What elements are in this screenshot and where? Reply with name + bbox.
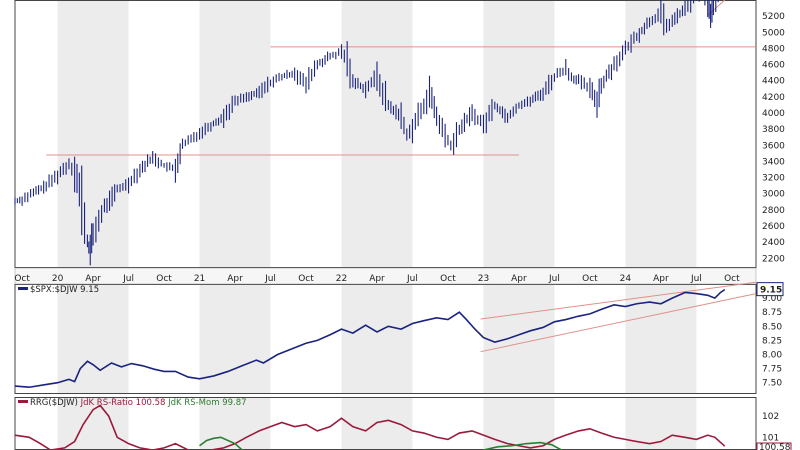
x-tick-label: Apr bbox=[369, 274, 385, 284]
x-tick-label: 24 bbox=[620, 274, 632, 284]
rrg-value-label: 100.58 bbox=[759, 443, 791, 450]
y-tick-label: 4000 bbox=[762, 109, 785, 119]
shade-band bbox=[57, 397, 129, 450]
y-tick-label: 8.25 bbox=[762, 336, 782, 346]
y-tick-label: 3200 bbox=[762, 174, 785, 184]
shade-band bbox=[341, 397, 413, 450]
x-tick-label: 20 bbox=[52, 274, 64, 284]
y-tick-label: 3400 bbox=[762, 157, 785, 167]
x-tick-label: 21 bbox=[194, 274, 205, 284]
x-tick-label: 22 bbox=[336, 274, 347, 284]
y-tick-label: 7.50 bbox=[762, 379, 782, 389]
y-tick-label: 8.75 bbox=[762, 308, 782, 318]
panel-ratio-frame bbox=[14, 284, 757, 394]
ratio-value-label: 9.15 bbox=[760, 286, 782, 296]
rrg-legend-label: RRG($DJW) JdK RS-Ratio 100.58 JdK RS-Mom… bbox=[30, 398, 247, 408]
y-tick-label: 102 bbox=[762, 412, 779, 422]
ratio-trend-line bbox=[480, 293, 757, 353]
rs-momentum-line bbox=[199, 436, 243, 450]
ratio-trend-line bbox=[480, 281, 757, 320]
y-tick-label: 7.75 bbox=[762, 365, 782, 375]
rs-momentum-line bbox=[483, 441, 562, 450]
shade-band bbox=[341, 284, 413, 394]
shade-band bbox=[483, 284, 555, 394]
y-tick-label: 8.50 bbox=[762, 322, 782, 332]
rs-ratio-line bbox=[14, 404, 726, 450]
x-tick-label: Apr bbox=[85, 274, 101, 284]
shade-band bbox=[341, 0, 413, 268]
rrg-value-tag bbox=[756, 442, 792, 450]
rrg-legend-swatch bbox=[18, 400, 28, 403]
x-tick-label: Jul bbox=[264, 274, 276, 284]
shade-band bbox=[625, 284, 697, 394]
y-tick-label: 101 bbox=[762, 433, 779, 443]
x-tick-label: Apr bbox=[227, 274, 243, 284]
x-axis-strip bbox=[14, 267, 757, 285]
shade-band bbox=[199, 284, 271, 394]
rrg-legend-prefix: RRG($DJW) bbox=[30, 398, 81, 408]
x-tick-label: Oct bbox=[582, 274, 598, 284]
y-tick-label: 2600 bbox=[762, 222, 785, 232]
x-tick-label: Apr bbox=[511, 274, 527, 284]
x-tick-label: Oct bbox=[156, 274, 172, 284]
shade-band bbox=[483, 0, 555, 268]
y-tick-label: 2400 bbox=[762, 238, 785, 248]
y-tick-label: 3600 bbox=[762, 141, 785, 151]
x-tick-label: 23 bbox=[478, 274, 489, 284]
y-tick-label: 2200 bbox=[762, 254, 785, 264]
x-tick-label: Jul bbox=[690, 274, 702, 284]
x-tick-label: Jul bbox=[406, 274, 418, 284]
y-tick-label: 5000 bbox=[762, 28, 785, 38]
x-tick-label: Jul bbox=[548, 274, 560, 284]
price-bars bbox=[14, 0, 719, 266]
x-tick-label: Oct bbox=[440, 274, 456, 284]
shade-band bbox=[57, 284, 129, 394]
y-tick-label: 9.00 bbox=[762, 294, 782, 304]
rrg-legend-ratio: JdK RS-Ratio 100.58 bbox=[80, 398, 169, 408]
y-tick-label: 5200 bbox=[762, 12, 785, 22]
y-tick-label: 4600 bbox=[762, 61, 785, 71]
y-tick-label: 3000 bbox=[762, 190, 785, 200]
price-axis-cap bbox=[758, 0, 800, 4]
shade-band bbox=[625, 0, 697, 268]
x-tick-label: Jul bbox=[122, 274, 134, 284]
y-tick-label: 2800 bbox=[762, 206, 785, 216]
shade-band bbox=[199, 0, 271, 268]
x-tick-label: Oct bbox=[298, 274, 314, 284]
y-tick-label: 3800 bbox=[762, 125, 785, 135]
ratio-legend-swatch bbox=[18, 287, 28, 290]
ratio-legend-label: $SPX:$DJW 9.15 bbox=[30, 285, 99, 295]
ratio-value-tag bbox=[756, 282, 784, 297]
x-tick-label: Oct bbox=[14, 274, 30, 284]
panel-price-frame bbox=[14, 0, 757, 268]
ratio-line bbox=[14, 288, 726, 389]
shade-band bbox=[483, 397, 555, 450]
y-tick-label: 4200 bbox=[762, 93, 785, 103]
y-tick-label: 4400 bbox=[762, 77, 785, 87]
rrg-legend-momentum: JdK RS-Mom 99.87 bbox=[167, 398, 246, 408]
x-tick-label: Oct bbox=[724, 274, 740, 284]
x-tick-label: Apr bbox=[653, 274, 669, 284]
shade-band bbox=[199, 397, 271, 450]
y-tick-label: 8.00 bbox=[762, 351, 782, 361]
y-tick-label: 4800 bbox=[762, 44, 785, 54]
